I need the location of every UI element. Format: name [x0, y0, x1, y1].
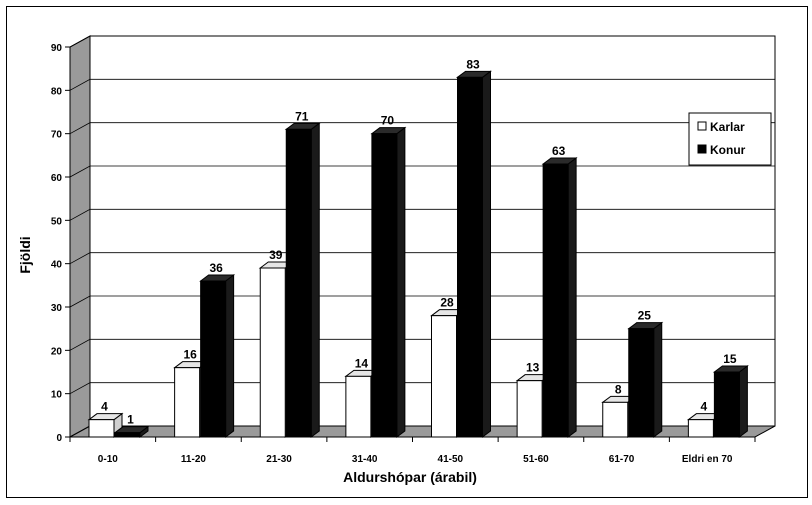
data-label-konur: 83 — [466, 57, 480, 71]
y-tick-label: 20 — [51, 346, 63, 357]
x-tick-label: 51-60 — [523, 454, 549, 465]
x-axis-ticks: 0-10 11-20 21-30 31-40 41-50 51-60 61-70 Eldri … — [69, 436, 756, 465]
data-label-karlar: 14 — [355, 356, 369, 370]
legend-swatch-karlar — [697, 121, 707, 131]
y-tick-label: 30 — [51, 303, 63, 314]
x-tick-label: 61-70 — [609, 454, 635, 465]
legend-label-karlar: Karlar — [710, 120, 745, 134]
x-tick-label: Eldri en 70 — [682, 454, 733, 465]
data-label-karlar: 28 — [440, 296, 454, 310]
data-label-konur: 63 — [552, 144, 566, 158]
y-axis-ticks: 0 10 20 30 40 50 60 70 80 90 — [51, 43, 71, 444]
y-tick-label: 70 — [51, 130, 63, 141]
y-tick-label: 60 — [51, 173, 63, 184]
data-label-karlar: 13 — [526, 361, 540, 375]
x-axis-title: Aldurshópar (árabil) — [343, 469, 477, 485]
data-label-karlar: 4 — [701, 400, 708, 414]
x-tick-label: 31-40 — [352, 454, 378, 465]
legend: Karlar Konur — [688, 112, 772, 166]
gridline — [69, 122, 775, 135]
bar-konur — [370, 126, 407, 438]
data-label-konur: 71 — [295, 109, 309, 123]
data-label-karlar: 39 — [269, 248, 283, 262]
bar-karlar — [87, 412, 124, 438]
data-label-karlar: 8 — [615, 382, 622, 396]
data-label-karlar: 16 — [183, 348, 197, 362]
bar-konur — [627, 321, 664, 438]
x-tick-label: 21-30 — [266, 454, 292, 465]
side-wall — [69, 35, 91, 438]
gridline — [69, 78, 775, 91]
bar-konur — [712, 365, 749, 438]
y-tick-label: 0 — [56, 433, 62, 444]
y-tick-label: 10 — [51, 390, 63, 401]
y-tick-label: 80 — [51, 86, 63, 97]
data-label-konur: 25 — [638, 309, 652, 323]
bar-konur — [284, 122, 321, 438]
data-label-konur: 70 — [381, 114, 395, 128]
bar-konur — [456, 70, 492, 438]
data-label-konur: 15 — [723, 352, 737, 366]
x-tick-label: 11-20 — [181, 454, 206, 465]
y-tick-label: 50 — [51, 216, 63, 227]
y-tick-label: 90 — [51, 43, 63, 54]
y-axis-title: Fjöldi — [17, 236, 33, 273]
data-label-konur: 36 — [209, 261, 223, 275]
data-labels: 4 1 16 36 39 71 14 70 28 83 13 63 8 25 4 15 — [101, 57, 737, 426]
data-label-konur: 1 — [127, 413, 134, 427]
x-tick-label: 0-10 — [98, 454, 118, 465]
gridline — [69, 35, 775, 48]
bar-konur — [199, 274, 236, 438]
x-tick-label: 41-50 — [438, 454, 464, 465]
bars — [87, 70, 749, 438]
legend-label-konur: Konur — [710, 143, 746, 157]
y-tick-label: 40 — [51, 260, 63, 271]
bar-konur — [541, 157, 578, 438]
data-label-karlar: 4 — [101, 400, 108, 414]
legend-swatch-konur — [697, 144, 707, 154]
